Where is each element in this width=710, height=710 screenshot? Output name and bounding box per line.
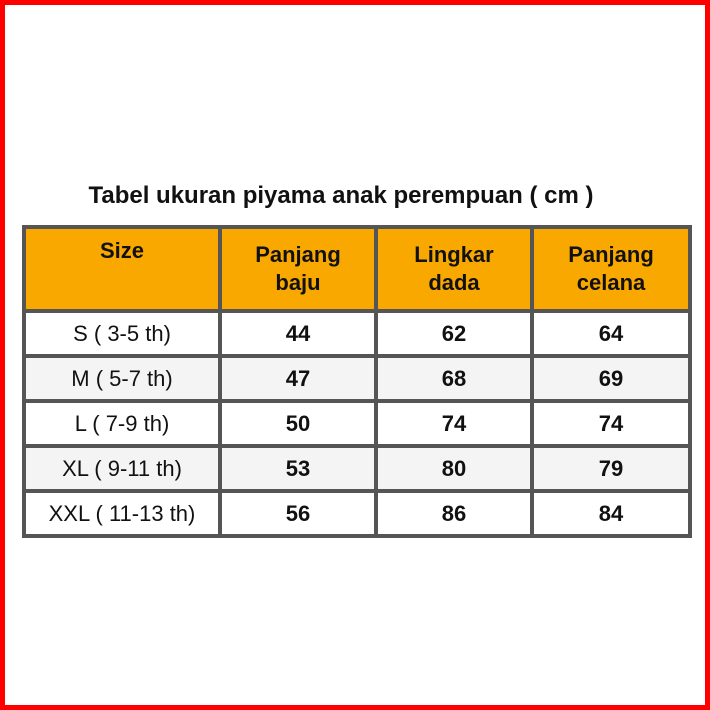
table-title: Tabel ukuran piyama anak perempuan ( cm … [88,182,594,209]
size-cell: L ( 7-9 th) [22,399,222,448]
panjang-baju-cell: 50 [218,399,378,448]
panjang-baju-cell: 44 [218,309,378,358]
lingkar-dada-cell: 62 [374,309,534,358]
table-row: L ( 7-9 th) 50 74 74 [22,399,692,448]
panjang-celana-cell: 69 [530,354,692,403]
panjang-baju-cell: 56 [218,489,378,538]
panjang-baju-cell: 47 [218,354,378,403]
panjang-baju-cell: 53 [218,444,378,493]
size-cell: M ( 5-7 th) [22,354,222,403]
lingkar-dada-cell: 80 [374,444,534,493]
header-label: baju [275,270,321,295]
header-label: Panjang [568,242,654,267]
header-label: celana [576,270,646,295]
lingkar-dada-cell: 86 [374,489,534,538]
header-label: dada [428,270,480,295]
size-cell: S ( 3-5 th) [22,309,222,358]
header-size: Size [22,225,222,313]
header-label: Panjang [255,242,341,267]
header-label: Lingkar [414,242,494,267]
size-table: Size Panjang baju Lingkar dada Panjang cela… [22,225,692,538]
size-cell: XXL ( 11-13 th) [22,489,222,538]
panjang-celana-cell: 79 [530,444,692,493]
table-row: XXL ( 11-13 th) 56 86 84 [22,489,692,538]
panjang-celana-cell: 74 [530,399,692,448]
table-row: M ( 5-7 th) 47 68 69 [22,354,692,403]
header-panjang-celana: Panjang celana [530,225,692,313]
panjang-celana-cell: 84 [530,489,692,538]
lingkar-dada-cell: 74 [374,399,534,448]
table-row: S ( 3-5 th) 44 62 64 [22,309,692,358]
header-label: Size [99,238,145,263]
header-row: Size Panjang baju Lingkar dada Panjang cela… [22,225,692,313]
size-cell: XL ( 9-11 th) [22,444,222,493]
table-row: XL ( 9-11 th) 53 80 79 [22,444,692,493]
panjang-celana-cell: 64 [530,309,692,358]
header-lingkar-dada: Lingkar dada [374,225,534,313]
header-panjang-baju: Panjang baju [218,225,378,313]
lingkar-dada-cell: 68 [374,354,534,403]
